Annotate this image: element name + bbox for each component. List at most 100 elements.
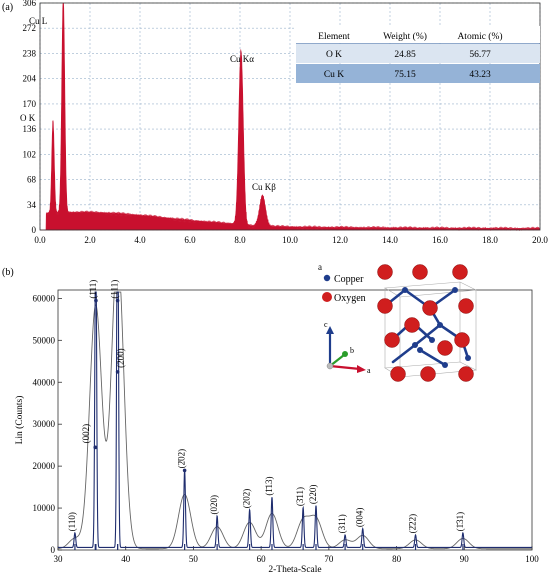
copper-atom [402,287,408,293]
axis-label-c: c [324,320,328,329]
edx-x-tick-label: 10.0 [282,235,298,245]
edx-y-tick-label: 204 [23,74,37,84]
peak-label-cu-ka: Cu Kα [230,54,254,64]
xrd-peak-markers [74,298,464,550]
edx-y-tick-label: 272 [23,23,37,33]
table-header-weight: Weight (%) [383,31,427,42]
xrd-x-tick-label: 60 [257,554,267,564]
legend-copper-label: Copper [334,274,364,285]
panel-a-label: (a) [2,2,13,13]
xrd-x-axis-title: 2-Theta-Scale [268,565,321,575]
xrd-y-tick-label: 0 [51,545,56,555]
xrd-peak-label: (1̄13) [264,477,274,496]
table-cell: 24.85 [394,50,416,60]
table-row-cu [296,64,540,83]
edx-x-tick-label: 8.0 [234,235,246,245]
crystal-axes-triad: c a b [324,320,371,375]
oxygen-atom [452,264,468,280]
xrd-y-tick-label: 10000 [33,503,56,513]
xrd-peak-label: (2̄22) [408,514,418,534]
edx-x-tick-label: 0.0 [34,235,46,245]
copper-atom [437,322,443,328]
oxygen-atom [437,340,453,356]
table-header-element: Element [318,32,350,42]
xrd-pattern-line [58,291,532,549]
xrd-x-tick-label: 80 [392,554,402,564]
copper-atom [442,362,448,368]
structure-legend: a Copper Oxygen [318,262,366,304]
edx-y-tick-label: 238 [23,48,37,58]
table-cell: Cu K [324,70,344,80]
xrd-x-tick-label: 50 [189,554,199,564]
peak-label-cu-l: Cu L [29,16,47,26]
edx-x-tick-label: 20.0 [532,235,548,245]
oxygen-atom [458,366,474,382]
edx-x-tick-label: 16.0 [432,235,448,245]
edx-y-tick-label: 68 [27,175,37,185]
xrd-peak-label: (202) [242,489,252,509]
xrd-x-tick-label: 70 [324,554,334,564]
xrd-peak-label: (111) [110,280,120,299]
xrd-peak-label: (020) [209,495,219,515]
edx-y-tick-label: 170 [23,99,37,109]
axis-label-b: b [350,346,354,355]
xrd-peak-label: (004) [355,508,365,528]
axis-label-a: a [367,366,371,375]
xrd-peak-label: (002) [81,424,91,444]
panel-b-label: (b) [2,267,14,278]
xrd-y-axis: 0 10000 20000 30000 40000 50000 60000 [33,293,62,555]
xrd-x-tick-label: 100 [525,554,539,564]
edx-x-tick-label: 4.0 [134,235,146,245]
oxygen-atom [454,332,470,348]
xrd-peak-dot [115,370,120,374]
table-header-row [296,26,540,43]
edx-y-tick-label: 0 [32,225,37,235]
copper-atom [452,287,458,293]
oxygen-atom [377,298,393,314]
xrd-y-tick-label: 30000 [33,419,56,429]
oxygen-atom [377,264,393,280]
xrd-x-tick-label: 30 [54,554,64,564]
xrd-peak-dot [182,468,187,473]
oxygen-atom [412,264,428,280]
table-cell: 56.77 [469,50,491,60]
edx-y-tick-label: 102 [23,149,37,159]
copper-atom [465,355,471,361]
xrd-peak-label: (2̄02) [177,449,187,469]
oxygen-atom [404,317,420,333]
oxygen-atom [384,332,400,348]
xrd-x-axis: 30 40 50 60 70 80 90 100 [54,546,539,564]
edx-x-axis: 0.0 2.0 4.0 6.0 8.0 10.0 12.0 14.0 16.0 18.0 20.0 [34,235,548,245]
edx-x-tick-label: 6.0 [184,235,196,245]
table-cell: 43.23 [469,70,491,80]
xrd-fit-curve [57,291,532,550]
edx-y-tick-label: 34 [27,200,37,210]
copper-legend-marker [323,274,331,282]
xrd-x-tick-label: 40 [121,554,131,564]
edx-plot-frame [39,2,541,231]
xrd-y-tick-label: 20000 [33,461,56,471]
edx-spectrum [40,2,541,232]
copper-atom [429,337,435,343]
copper-atom [412,342,418,348]
composition-table: Element Weight (%) Atomic (%) O K 24.85 … [296,26,540,83]
peak-label-o-k: O K [20,113,36,123]
edx-x-tick-label: 2.0 [84,235,96,245]
table-header-atomic: Atomic (%) [457,31,502,42]
peak-label-cu-kb: Cu Kβ [252,182,276,192]
oxygen-legend-marker [322,292,332,302]
oxygen-atom [390,366,406,382]
xrd-peak-dot [93,445,98,450]
xrd-peak-dot [115,298,120,303]
xrd-peak-label: (110) [67,512,77,531]
copper-atom [417,347,423,353]
edx-y-tick-label: 136 [23,124,37,134]
xrd-peak-label: (1̄31) [455,512,465,532]
xrd-peak-label: (311) [337,514,347,533]
xrd-peak-labels: (110) (002) (1̄11) (111) (200) (2̄02) (020) (20… [67,280,465,534]
xrd-x-tick-label: 90 [460,554,470,564]
xrd-peak-label: (200) [116,348,126,368]
table-cell: 75.15 [394,70,416,80]
xrd-peak-dot [94,298,98,303]
